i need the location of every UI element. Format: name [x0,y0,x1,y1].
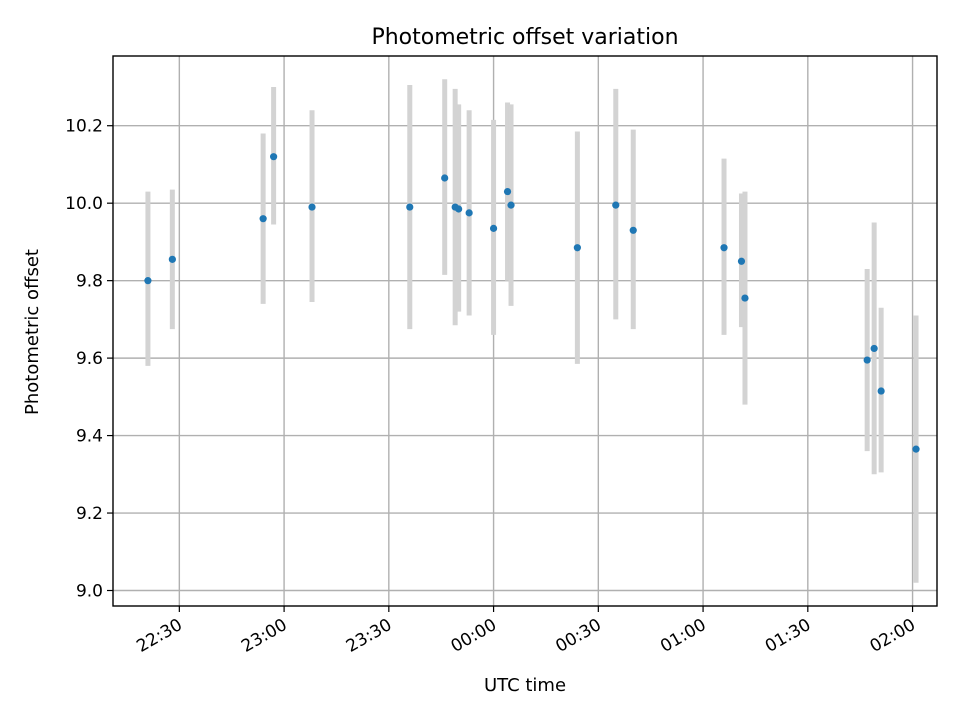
data-point [912,445,920,453]
data-point [465,209,473,217]
data-point [870,344,878,353]
grid-lines [113,56,937,606]
data-point [737,257,746,265]
data-point [406,203,414,211]
data-point [629,226,637,234]
y-tick-label: 10.2 [65,117,103,137]
data-point [573,244,581,252]
data-point [507,201,515,209]
data-point [877,387,885,395]
plot-frame [112,55,938,607]
data-point [168,255,176,263]
data-points [144,153,920,453]
y-axis-ticks: 9.0 9.2 9.4 9.6 9.8 10.0 10.2 [65,117,113,602]
data-point [863,356,871,364]
y-tick-label: 9.4 [76,427,103,447]
data-point [144,277,152,285]
data-point [270,153,278,161]
y-tick-label: 10.0 [65,194,103,214]
data-point [720,244,728,252]
y-tick-label: 9.2 [76,504,103,524]
y-axis-label: Photometric offset [22,249,43,415]
data-point [612,201,620,209]
data-point [259,215,267,223]
data-point [741,294,749,302]
x-axis-label: UTC time [484,675,566,696]
data-point [503,187,512,196]
y-tick-label: 9.0 [76,582,103,602]
data-point [308,203,316,211]
data-point [455,205,463,213]
y-tick-label: 9.6 [76,349,103,369]
data-point [489,224,498,232]
data-point [441,174,449,182]
chart-title: Photometric offset variation [371,25,678,50]
y-tick-label: 9.8 [76,272,103,292]
